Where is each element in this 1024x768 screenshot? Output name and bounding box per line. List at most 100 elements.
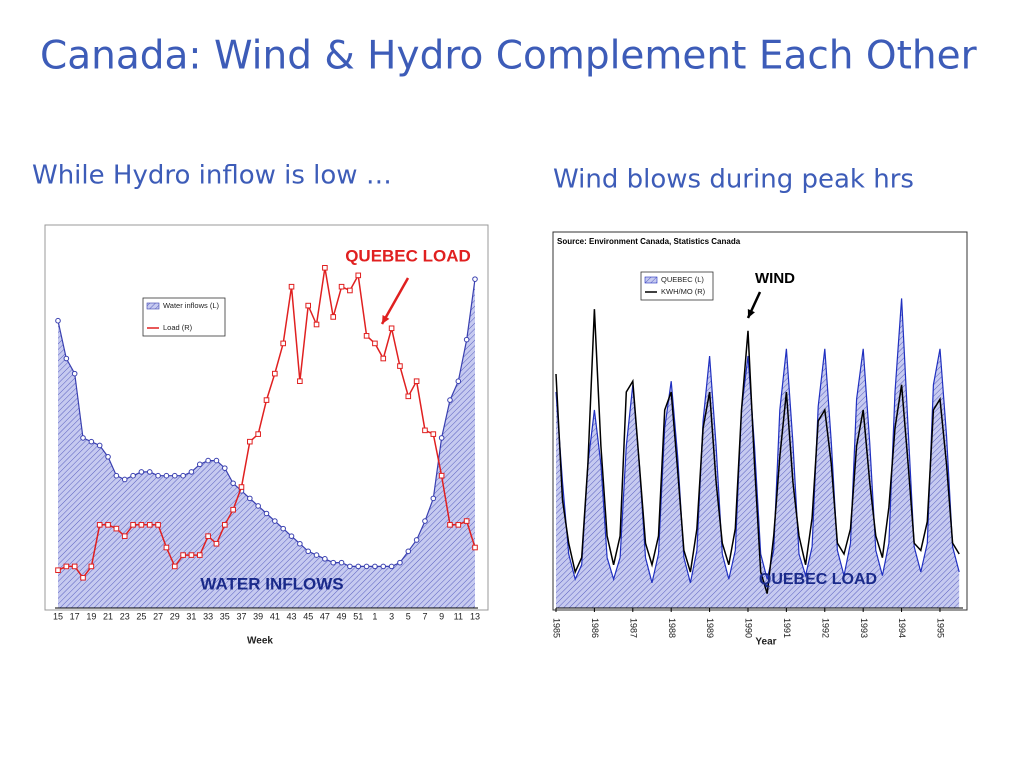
point	[422, 518, 428, 524]
point	[472, 276, 478, 282]
point	[247, 495, 253, 502]
point	[205, 457, 211, 464]
area	[556, 298, 960, 608]
point	[380, 563, 387, 570]
point	[413, 378, 420, 384]
legend-label: KWH/MO (R)	[661, 287, 706, 296]
annotation-arrow	[380, 277, 410, 325]
slide-title: Canada: Wind & Hydro Complement Each Oth…	[40, 34, 978, 79]
point	[180, 552, 186, 558]
point	[422, 427, 428, 434]
point	[188, 469, 195, 475]
source-note: Source: Environment Canada, Statistics C…	[557, 237, 741, 246]
area	[58, 279, 475, 608]
point	[163, 544, 170, 551]
annotation: QUEBEC LOAD	[759, 571, 877, 588]
point	[297, 378, 303, 384]
point	[255, 503, 261, 509]
point	[472, 544, 478, 551]
annotation: WIND	[755, 270, 795, 287]
x-tick-label: 15	[53, 611, 63, 621]
point	[163, 472, 170, 479]
x-tick-label: 3	[389, 611, 394, 621]
point	[413, 537, 420, 543]
point	[263, 397, 270, 403]
point	[121, 533, 128, 539]
point	[155, 522, 161, 528]
point	[130, 472, 136, 479]
legend-swatch	[644, 276, 658, 284]
x-tick-label: 23	[120, 611, 130, 621]
x-tick-label: 43	[287, 611, 297, 621]
x-tick-label: 51	[353, 611, 363, 621]
line	[555, 309, 960, 594]
point	[330, 559, 337, 566]
point	[438, 472, 445, 479]
x-tick-label: 1987	[628, 618, 638, 638]
point	[171, 563, 178, 570]
point	[213, 540, 220, 547]
point	[438, 435, 445, 441]
x-tick-label: 45	[303, 611, 313, 621]
point	[180, 472, 186, 479]
legend-label: Load (R)	[163, 323, 193, 332]
point	[121, 476, 128, 483]
point	[347, 287, 353, 294]
x-tick-label: 1993	[859, 618, 869, 638]
point	[405, 393, 412, 400]
point	[55, 317, 61, 324]
point	[272, 370, 278, 377]
point	[113, 472, 120, 479]
arrow-head	[747, 309, 755, 318]
point	[146, 522, 153, 528]
caption: Wind blows during peak hrs	[553, 165, 914, 195]
point	[55, 567, 61, 574]
x-tick-label: 29	[170, 611, 180, 621]
point	[80, 574, 86, 581]
point	[388, 325, 395, 332]
point	[222, 522, 228, 528]
point	[63, 563, 70, 570]
point	[322, 556, 328, 562]
point	[230, 480, 236, 487]
point	[255, 431, 261, 437]
point	[105, 522, 111, 528]
point	[130, 522, 136, 528]
point	[105, 454, 111, 460]
point	[238, 484, 245, 490]
point	[347, 563, 353, 570]
point	[280, 525, 286, 532]
x-tick-label: 1990	[744, 618, 754, 638]
point	[88, 438, 95, 445]
point	[322, 265, 328, 271]
point	[247, 438, 253, 445]
x-tick-label: 49	[337, 611, 347, 621]
x-tick-label: 35	[220, 611, 230, 621]
x-tick-label: 9	[439, 611, 444, 621]
point	[313, 321, 320, 328]
point	[80, 435, 86, 441]
point	[363, 563, 370, 570]
point	[397, 559, 403, 566]
legend-label: QUEBEC (L)	[661, 275, 704, 284]
point	[213, 457, 220, 464]
point	[430, 431, 437, 437]
point	[372, 563, 378, 570]
annotation: WATER INFLOWS	[200, 574, 343, 593]
x-tick-label: 1992	[820, 618, 830, 638]
point	[188, 552, 195, 558]
x-tick-label: 1985	[552, 618, 562, 638]
point	[297, 540, 303, 547]
x-tick-label: 27	[153, 611, 163, 621]
point	[447, 397, 453, 403]
point	[222, 465, 228, 471]
point	[447, 522, 453, 528]
point	[388, 563, 395, 570]
point	[463, 518, 470, 524]
x-tick-label: 13	[470, 611, 480, 621]
point	[288, 283, 295, 290]
point	[196, 461, 203, 468]
x-tick-label: 25	[136, 611, 146, 621]
point	[96, 442, 103, 449]
x-tick-label: 5	[406, 611, 411, 621]
